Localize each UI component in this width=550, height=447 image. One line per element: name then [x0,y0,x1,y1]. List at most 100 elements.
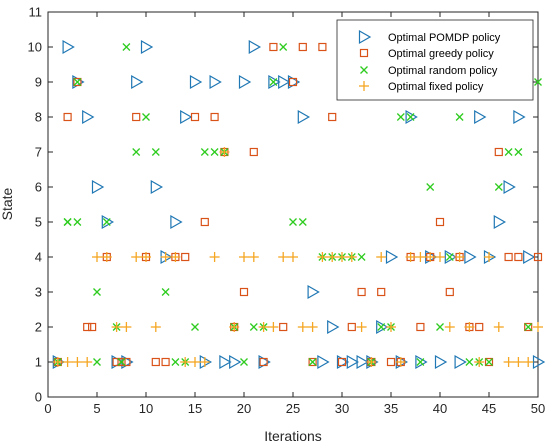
random-point [494,183,503,191]
random-point [171,358,180,366]
random-point [73,218,82,226]
random-point [161,288,170,296]
greedy-point [269,42,278,52]
random-point [524,323,533,331]
greedy-point [279,322,288,332]
fixed-point [376,252,387,262]
greedy-point [318,42,327,52]
greedy-point [259,357,268,367]
pomdp-point [356,354,369,370]
random-point [240,358,248,366]
y-tick-label: 8 [35,110,42,125]
fixed-point [415,252,426,262]
fixed-point [62,357,73,367]
pomdp-point [170,214,183,230]
greedy-point [181,252,190,262]
greedy-point [122,357,131,367]
greedy-point [504,252,513,262]
y-tick-label: 7 [35,145,42,160]
fixed-point [239,252,249,262]
pomdp-point [444,249,458,265]
fixed-point [219,147,230,157]
fixed-point [209,252,220,262]
pomdp-point [62,39,75,55]
fixed-point [72,357,83,367]
random-point [357,253,366,261]
random-point [269,78,278,86]
random-point [63,218,72,226]
random-point [298,218,307,226]
greedy-point [386,357,396,367]
greedy-point [63,112,72,122]
greedy-point [514,252,523,262]
greedy-point [357,287,366,297]
x-axis-label: Iterations [264,428,322,444]
fixed-point [444,322,455,332]
random-point [142,113,150,121]
fixed-point [474,357,485,367]
fixed-point [307,322,318,332]
greedy-point [337,357,347,367]
legend-marker-pomdp [358,29,372,45]
pomdp-point [532,354,546,370]
random-point [93,358,101,366]
random-point [132,148,141,156]
pomdp-point [131,74,144,90]
series-pomdp [52,39,546,370]
fixed-point [278,252,289,262]
x-tick-label: 20 [237,401,251,416]
fixed-point [111,322,122,332]
random-point [406,113,415,121]
legend-box [336,19,534,101]
pomdp-point [346,354,360,370]
pomdp-point [150,179,164,195]
pomdp-point [464,249,477,265]
random-point [396,113,405,121]
series-fixed [52,147,543,367]
random-point [93,288,101,296]
fixed-point [523,357,534,367]
fixed-point [131,252,142,262]
greedy-point [435,217,445,227]
pomdp-point [248,39,262,55]
x-tick-label: 5 [93,401,100,416]
fixed-point [141,252,151,262]
x-tick-label: 30 [335,401,349,416]
x-tick-label: 25 [286,401,300,416]
pomdp-point [180,109,193,125]
fixed-point [327,252,338,262]
greedy-point [298,42,307,52]
fixed-point [503,357,514,367]
pomdp-point [238,74,252,90]
greedy-point [249,147,258,157]
greedy-point [328,112,337,122]
pomdp-point [307,284,320,300]
greedy-point [494,147,503,157]
y-tick-label: 6 [35,180,42,195]
x-tick-label: 50 [531,401,545,416]
random-point [426,183,435,191]
random-point [534,78,542,86]
random-point [279,43,288,51]
greedy-point [200,217,209,227]
fixed-point [121,322,132,332]
greedy-point [87,322,97,332]
fixed-point [199,357,210,367]
fixed-point [150,322,161,332]
random-point [210,148,219,156]
fixed-point [180,357,191,367]
greedy-point [445,287,454,297]
random-point [465,358,474,366]
fixed-point [268,322,279,332]
fixed-point [454,252,465,262]
random-point [308,358,317,366]
pomdp-point [140,39,154,55]
fixed-point [170,252,181,262]
pomdp-point [297,109,311,125]
pomdp-point [415,354,428,370]
y-tick-label: 10 [28,40,42,55]
pomdp-point [474,109,487,125]
data-marks [52,39,546,370]
random-point [436,323,444,331]
fixed-point [92,252,102,262]
